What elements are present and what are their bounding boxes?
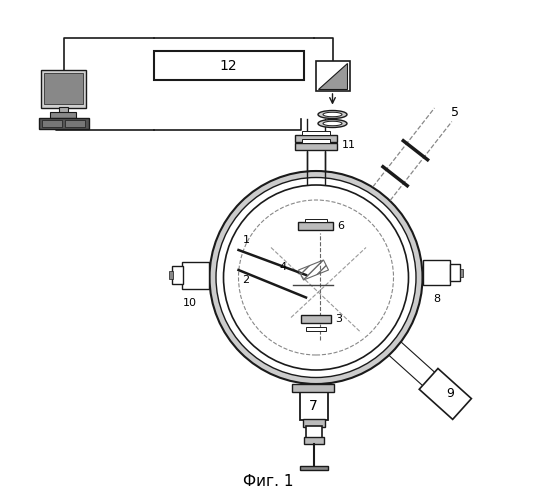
- Text: 10: 10: [183, 298, 197, 308]
- Text: 6: 6: [337, 221, 344, 231]
- Bar: [301, 314, 331, 322]
- Bar: [300, 466, 328, 470]
- Text: 8: 8: [433, 294, 440, 304]
- Text: 3: 3: [335, 314, 342, 324]
- Ellipse shape: [318, 120, 347, 128]
- Bar: [59, 106, 68, 112]
- Bar: [299, 222, 333, 230]
- Bar: [306, 327, 326, 330]
- Text: Фиг. 1: Фиг. 1: [243, 474, 294, 489]
- Bar: [419, 368, 471, 420]
- Bar: [450, 264, 460, 281]
- Bar: [423, 260, 450, 285]
- Text: 13: 13: [318, 64, 331, 74]
- Bar: [460, 268, 462, 276]
- Bar: [316, 61, 350, 91]
- Bar: [302, 419, 324, 427]
- Bar: [172, 266, 183, 284]
- Bar: [65, 120, 85, 127]
- Polygon shape: [317, 63, 347, 89]
- Circle shape: [223, 185, 409, 370]
- Circle shape: [209, 171, 423, 384]
- Text: 4: 4: [280, 262, 287, 272]
- Bar: [302, 139, 330, 142]
- Text: 7: 7: [309, 399, 318, 413]
- Text: 5: 5: [451, 106, 459, 119]
- Text: 11: 11: [342, 140, 356, 150]
- Bar: [306, 426, 322, 438]
- Ellipse shape: [323, 112, 342, 116]
- Text: 9: 9: [446, 388, 454, 400]
- Text: 1: 1: [243, 235, 250, 245]
- Bar: [50, 112, 76, 117]
- Bar: [293, 384, 335, 392]
- Bar: [300, 392, 328, 420]
- Ellipse shape: [323, 121, 342, 126]
- Ellipse shape: [318, 110, 347, 118]
- Bar: [295, 142, 337, 150]
- Bar: [182, 262, 209, 288]
- Bar: [154, 52, 303, 80]
- Bar: [295, 134, 337, 142]
- Circle shape: [216, 178, 416, 378]
- Bar: [305, 218, 327, 222]
- Text: 2: 2: [242, 275, 250, 285]
- Bar: [42, 120, 62, 127]
- Bar: [39, 118, 89, 129]
- Bar: [41, 70, 86, 108]
- Text: 12: 12: [220, 59, 237, 73]
- Bar: [302, 131, 330, 134]
- Bar: [44, 73, 83, 104]
- Bar: [170, 271, 173, 279]
- Bar: [303, 437, 323, 444]
